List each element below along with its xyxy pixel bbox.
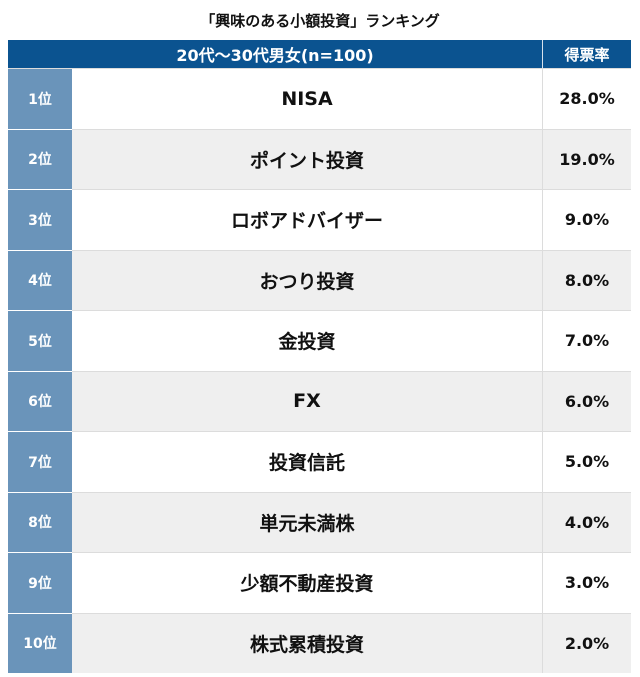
rank-cell: 10位 (8, 612, 72, 673)
table-row: 4位 おつり投資 8.0% (8, 249, 631, 310)
name-cell: FX (72, 371, 542, 431)
name-cell: ロボアドバイザー (72, 190, 542, 250)
value-cell: 5.0% (542, 432, 631, 492)
value-cell: 3.0% (542, 553, 631, 613)
name-cell: 単元未満株 (72, 492, 542, 552)
rank-cell: 9位 (8, 552, 72, 613)
rank-cell: 5位 (8, 310, 72, 371)
value-cell: 4.0% (542, 492, 631, 552)
rank-cell: 7位 (8, 431, 72, 492)
name-cell: ポイント投資 (72, 129, 542, 189)
rank-cell: 8位 (8, 491, 72, 552)
table-row: 7位 投資信託 5.0% (8, 431, 631, 492)
chart-title: 「興味のある小額投資」ランキング (200, 12, 440, 30)
table-header: 20代～30代男女(n=100) 得票率 (8, 40, 631, 68)
rank-cell: 6位 (8, 370, 72, 431)
value-cell: 8.0% (542, 250, 631, 310)
header-group: 20代～30代男女(n=100) (176, 46, 374, 65)
ranking-table: 20代～30代男女(n=100) 得票率 1位 NISA 28.0% 2位 ポイント投資… (8, 40, 631, 673)
rank-cell: 1位 (8, 69, 72, 129)
table-row: 1位 NISA 28.0% (8, 68, 631, 129)
table-row: 5位 金投資 7.0% (8, 310, 631, 371)
table-row: 8位 単元未満株 4.0% (8, 491, 631, 552)
table-row: 2位 ポイント投資 19.0% (8, 128, 631, 189)
value-cell: 9.0% (542, 190, 631, 250)
header-value: 得票率 (542, 40, 631, 68)
value-cell: 2.0% (542, 613, 631, 673)
name-cell: 株式累積投資 (72, 613, 542, 673)
rank-cell: 3位 (8, 189, 72, 250)
value-cell: 7.0% (542, 311, 631, 371)
name-cell: 金投資 (72, 311, 542, 371)
name-cell: NISA (72, 69, 542, 129)
rank-cell: 2位 (8, 128, 72, 189)
table-row: 9位 少額不動産投資 3.0% (8, 552, 631, 613)
table-row: 6位 FX 6.0% (8, 370, 631, 431)
name-cell: おつり投資 (72, 250, 542, 310)
name-cell: 少額不動産投資 (72, 553, 542, 613)
value-cell: 28.0% (542, 69, 631, 129)
table-row: 3位 ロボアドバイザー 9.0% (8, 189, 631, 250)
rank-cell: 4位 (8, 249, 72, 310)
value-cell: 6.0% (542, 371, 631, 431)
value-cell: 19.0% (542, 129, 631, 189)
table-row: 10位 株式累積投資 2.0% (8, 612, 631, 673)
name-cell: 投資信託 (72, 432, 542, 492)
